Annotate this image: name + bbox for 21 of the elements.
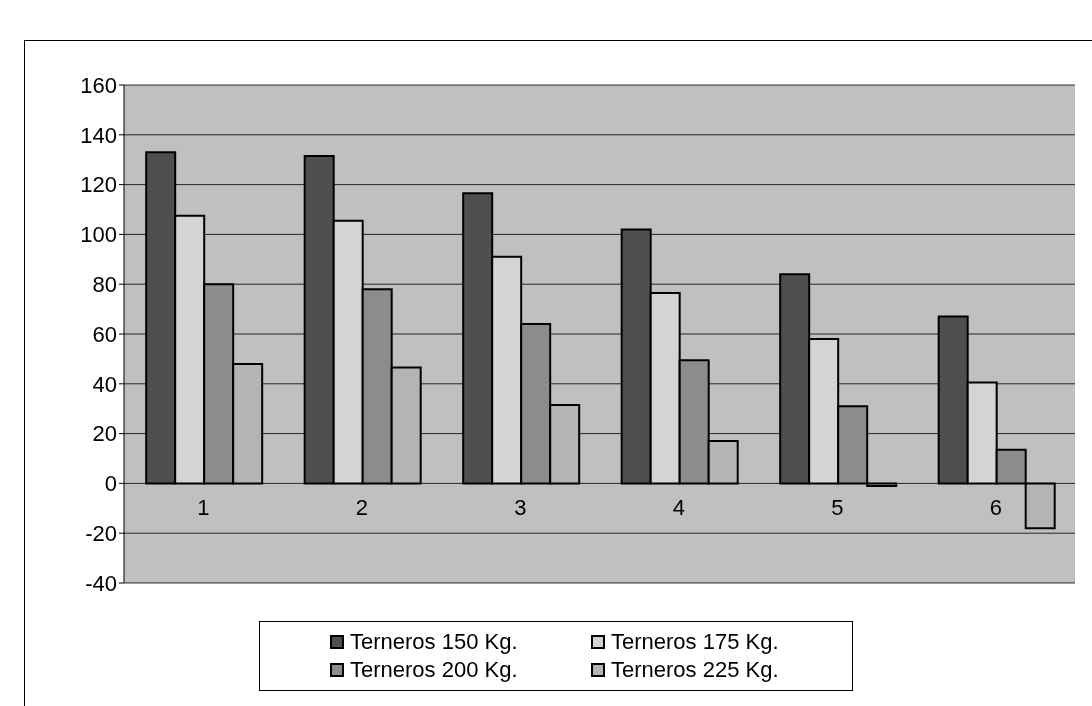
y-tick-label: 140 xyxy=(80,122,117,148)
x-tick-label: 4 xyxy=(672,495,685,521)
legend-label: Terneros 150 Kg. xyxy=(350,629,518,655)
legend-label: Terneros 200 Kg. xyxy=(350,657,518,683)
x-tick-label: 3 xyxy=(514,495,527,521)
x-tick-label: 1 xyxy=(197,495,210,521)
legend-label: Terneros 175 Kg. xyxy=(611,629,779,655)
y-tick-label: 160 xyxy=(80,72,117,98)
y-tick-label: 40 xyxy=(92,371,117,397)
y-tick-label: -40 xyxy=(85,570,117,596)
x-tick-label: 6 xyxy=(989,495,1002,521)
y-tick-label: -20 xyxy=(85,521,117,547)
y-tick-label: 20 xyxy=(92,421,117,447)
y-tick-label: 0 xyxy=(104,471,117,497)
x-tick-label: 2 xyxy=(355,495,368,521)
y-tick-label: 100 xyxy=(80,222,117,248)
y-tick-label: 80 xyxy=(92,272,117,298)
x-tick-label: 5 xyxy=(831,495,844,521)
y-tick-label: 120 xyxy=(80,172,117,198)
y-tick-label: 60 xyxy=(92,321,117,347)
legend-label: Terneros 225 Kg. xyxy=(611,657,779,683)
